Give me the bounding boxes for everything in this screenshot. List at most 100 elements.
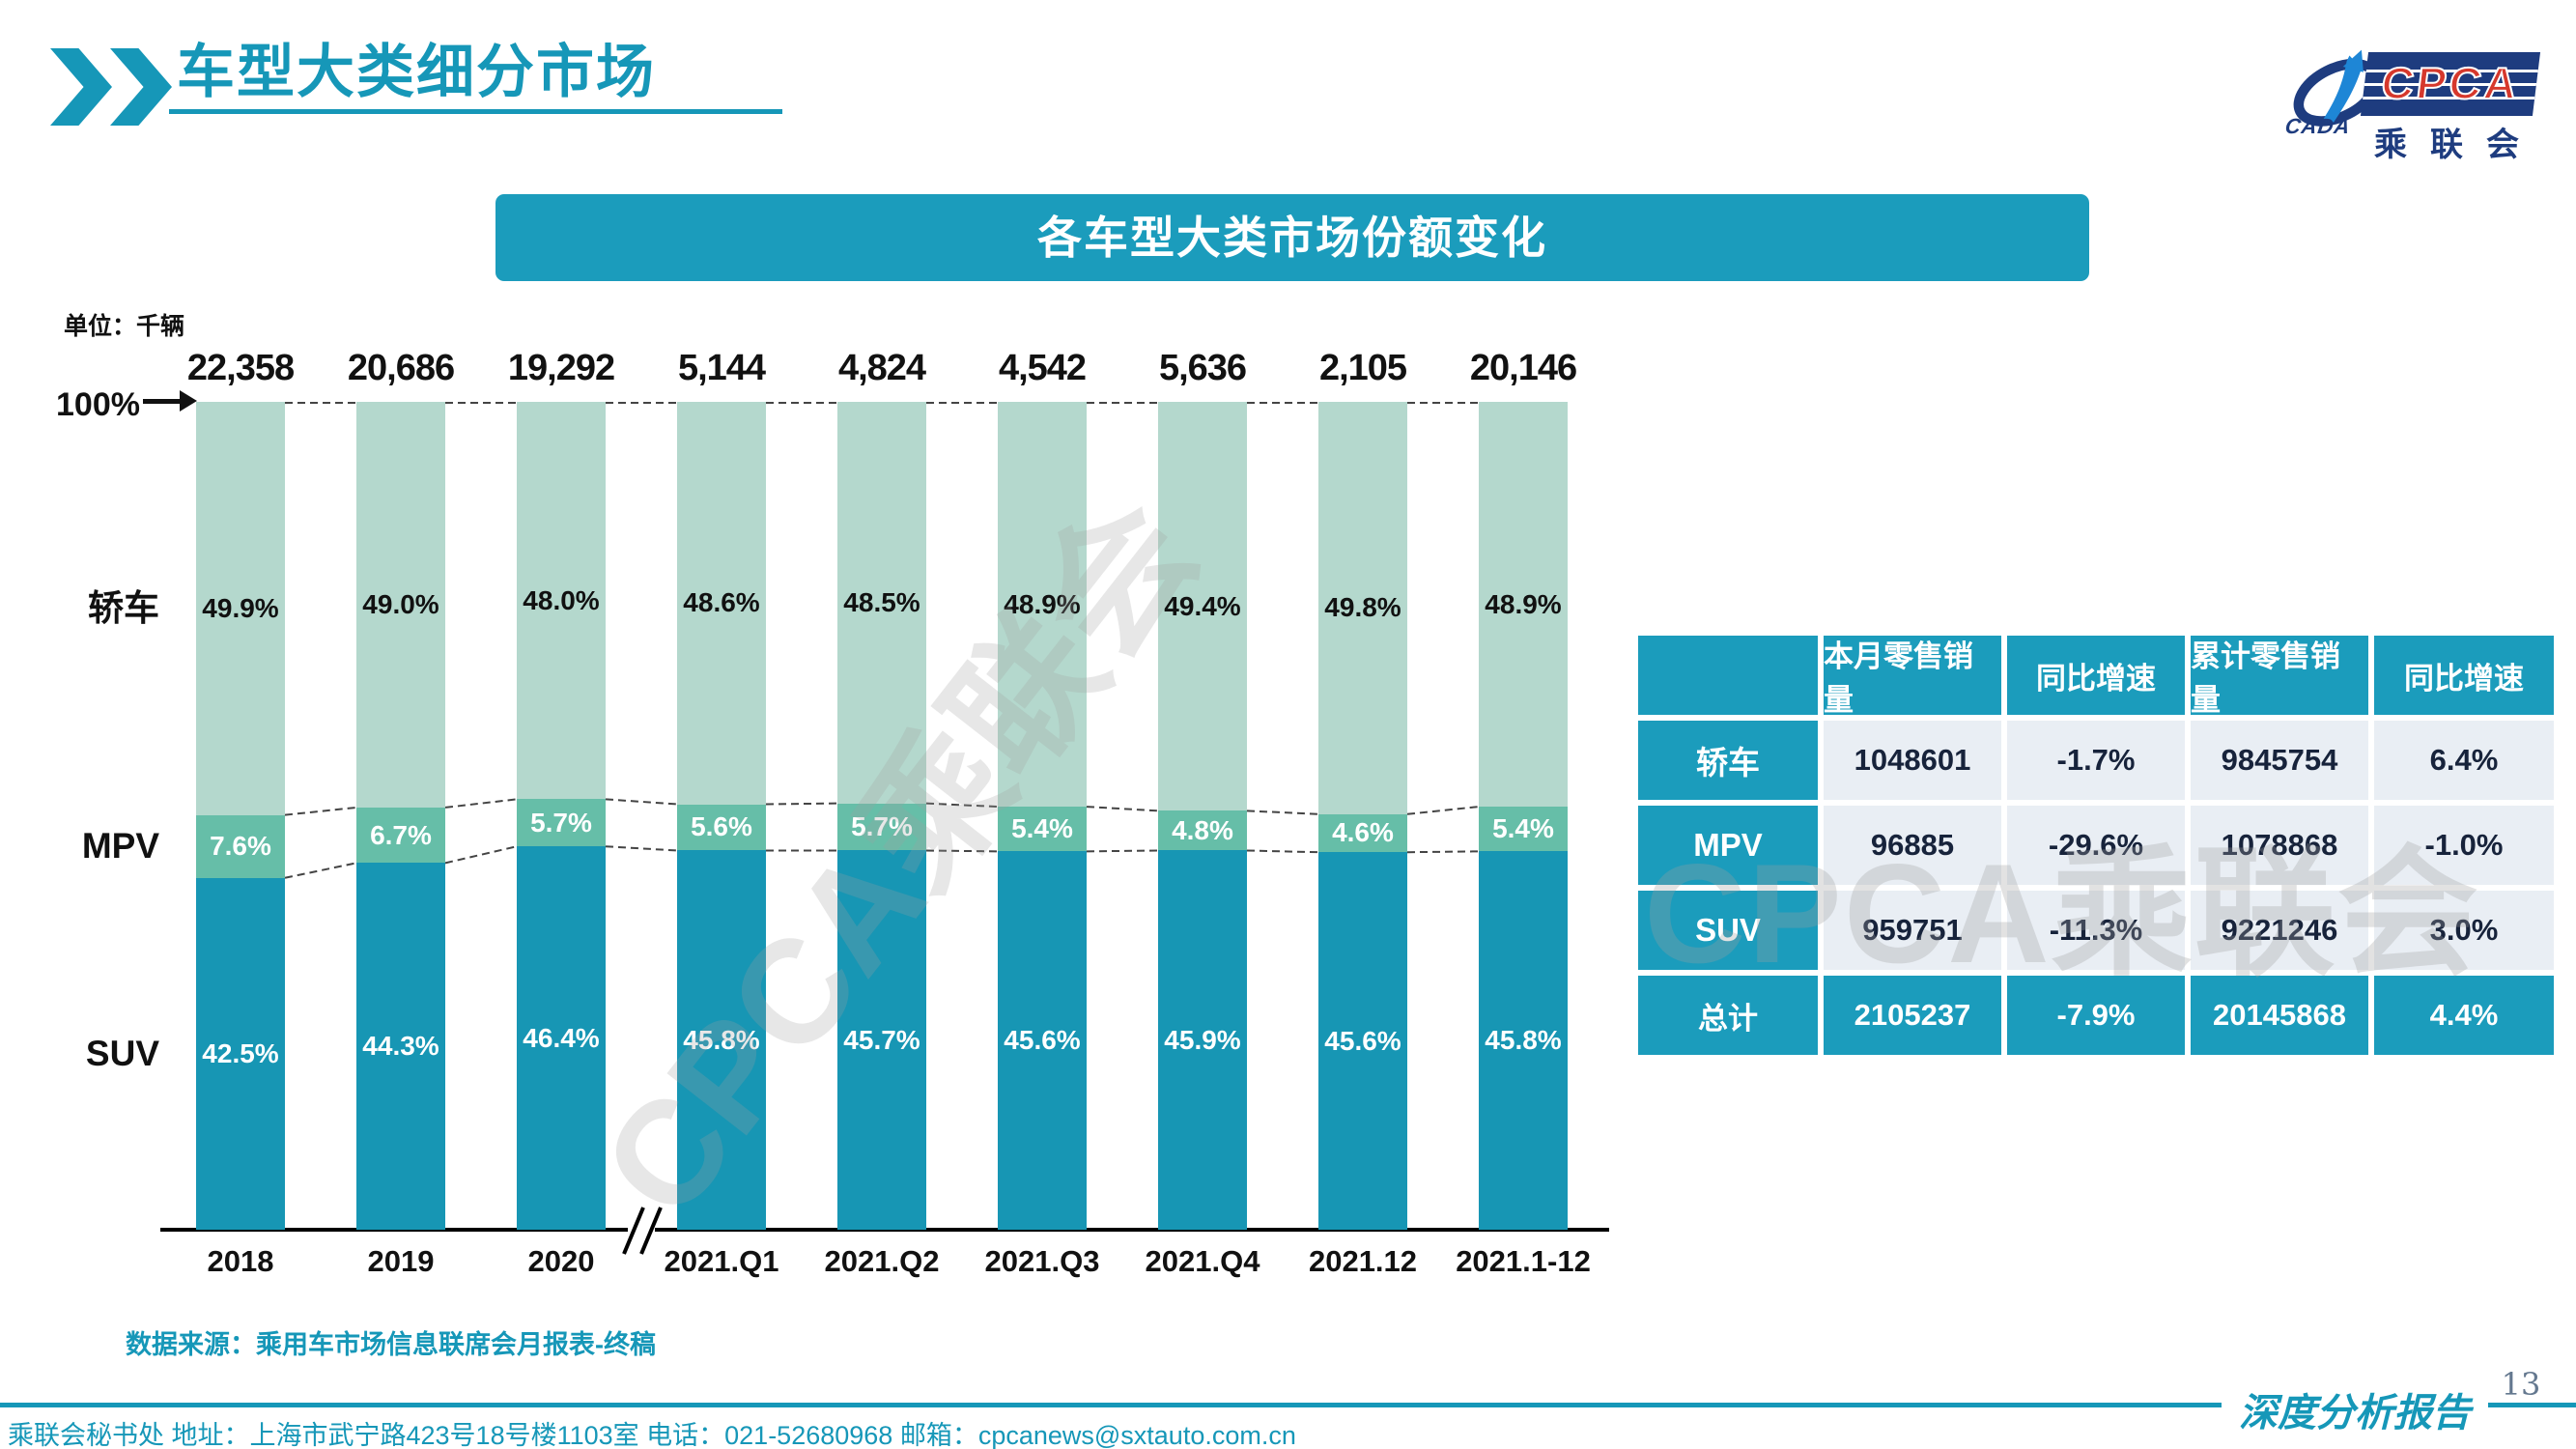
hundred-percent-label: 100% [56, 386, 140, 423]
table-row: MPV 96885 -29.6% 1078868 -1.0% [1638, 806, 2554, 885]
table-cell: -29.6% [2007, 806, 2185, 885]
table-row-label: SUV [1638, 891, 1818, 970]
bar-segment-label: 5.6% [691, 811, 752, 842]
bar-segment [998, 402, 1087, 808]
bar-segment-label: 48.6% [683, 587, 760, 618]
bar-segment [1158, 850, 1247, 1230]
bar-total-value: 19,292 [507, 348, 615, 388]
bar-total-value: 4,824 [837, 348, 926, 388]
series-label: 轿车 [88, 587, 159, 628]
table-cell: -7.9% [2007, 976, 2185, 1055]
bar-segment-label: 49.4% [1164, 590, 1241, 621]
bar-segment-label: 46.4% [523, 1022, 600, 1053]
table-cell: 96885 [1824, 806, 2001, 885]
bar-segment [356, 807, 445, 864]
bar-total-value: 5,636 [1158, 348, 1247, 388]
bar-total-value: 22,358 [186, 348, 295, 388]
cpca-logo: CADA CPCA 乘联会 [2283, 21, 2562, 163]
bar-segment [1479, 807, 1568, 852]
bar-segment-label: 5.7% [530, 807, 592, 838]
table-cell: 4.4% [2374, 976, 2554, 1055]
table-cell: 6.4% [2374, 721, 2554, 800]
bar-segment-label: 45.6% [1004, 1025, 1081, 1056]
table-row-label: 总计 [1638, 976, 1818, 1055]
table-header-cell: 本月零售销量 [1824, 636, 2001, 717]
table-cell: 9845754 [2191, 721, 2368, 800]
bar-segment-label: 49.8% [1324, 592, 1401, 623]
bar-segment [677, 402, 766, 805]
bar-segment [677, 850, 766, 1230]
bar-segment-label: 45.8% [683, 1024, 760, 1055]
bar-segment [356, 863, 445, 1230]
arrow-icon [180, 390, 197, 412]
x-axis-label: 2021.Q4 [1145, 1244, 1260, 1278]
table-row: SUV 959751 -11.3% 9221246 3.0% [1638, 891, 2554, 970]
table-cell: 1048601 [1824, 721, 2001, 800]
bar-segment [837, 850, 926, 1230]
x-axis-label: 2020 [527, 1244, 595, 1278]
bar-segment-label: 48.5% [843, 586, 920, 617]
table-header-cell: 同比增速 [2007, 636, 2185, 715]
chart-title: 各车型大类市场份额变化 [1037, 213, 1547, 263]
x-axis-label: 2021.Q2 [824, 1244, 940, 1278]
chart-title-banner: 各车型大类市场份额变化 [495, 194, 2089, 281]
bar-segment-label: 45.7% [843, 1024, 920, 1055]
page-title: 车型大类细分市场 [177, 40, 656, 104]
bar-segment [1158, 402, 1247, 811]
table-cell: 9221246 [2191, 891, 2368, 970]
series-label: MPV [81, 826, 159, 867]
bar-total-value: 5,144 [677, 348, 766, 388]
page-number: 13 [2501, 1366, 2541, 1403]
bar-segment-label: 6.7% [370, 819, 432, 850]
table-cell: 3.0% [2374, 891, 2554, 970]
bar-segment-label: 45.6% [1324, 1025, 1401, 1056]
bar-segment-label: 44.3% [362, 1031, 439, 1062]
bar-total-value: 20,146 [1469, 348, 1577, 388]
bar-segment-label: 49.9% [202, 592, 279, 623]
bar-segment [837, 402, 926, 804]
bar-segment [356, 402, 445, 808]
bar-segment-label: 7.6% [210, 831, 271, 862]
bar-segment [1479, 851, 1568, 1230]
bar-segment [1158, 810, 1247, 851]
bar-segment-label: 5.4% [1492, 813, 1554, 844]
bar-segment-label: 4.6% [1332, 817, 1394, 848]
x-axis-label: 2019 [367, 1244, 435, 1278]
bar-segment [677, 804, 766, 851]
bar-total-value: 4,542 [998, 348, 1087, 388]
table-header-row: 本月零售销量 同比增速 累计零售销量 同比增速 [1638, 636, 2554, 717]
bar-segment-label: 48.0% [523, 584, 600, 615]
bar-segment-label: 48.9% [1485, 588, 1562, 619]
series-label: SUV [85, 1033, 159, 1073]
table-row-label: 轿车 [1638, 721, 1818, 800]
report-series-label: 深度分析报告 [2222, 1381, 2488, 1437]
bar-total-value: 2,105 [1318, 348, 1407, 388]
bar-segment [196, 402, 285, 815]
bar-segment [1318, 402, 1407, 814]
arrow-icon [143, 399, 182, 404]
x-axis-label: 2021.Q1 [664, 1244, 779, 1278]
bar-segment [837, 803, 926, 851]
bar-segment-label: 45.9% [1164, 1024, 1241, 1055]
bar-segment [517, 846, 606, 1230]
table-cell: 959751 [1824, 891, 2001, 970]
bar-segment [998, 851, 1087, 1230]
bar-segment-label: 5.7% [851, 811, 913, 842]
bar-segment-label: 5.4% [1011, 813, 1073, 844]
cpca-cn-text: 乘联会 [2374, 127, 2542, 163]
x-axis-label: 2021.12 [1308, 1244, 1418, 1278]
title-underline [169, 109, 782, 114]
bar-segment [1318, 813, 1407, 853]
x-axis-label: 2021.Q3 [984, 1244, 1100, 1278]
bar-segment [1479, 402, 1568, 808]
bar-segment [517, 799, 606, 847]
bar-segment-label: 4.8% [1172, 814, 1233, 845]
table-row-label: MPV [1638, 806, 1818, 885]
data-source-note: 数据来源：乘用车市场信息联席会月报表-终稿 [126, 1330, 656, 1359]
sales-table: 本月零售销量 同比增速 累计零售销量 同比增速 轿车 1048601 -1.7% 984575… [1638, 636, 2554, 1061]
table-row: 总计 2105237 -7.9% 20145868 4.4% [1638, 976, 2554, 1055]
bar-segment [998, 807, 1087, 852]
table-cell: -1.0% [2374, 806, 2554, 885]
